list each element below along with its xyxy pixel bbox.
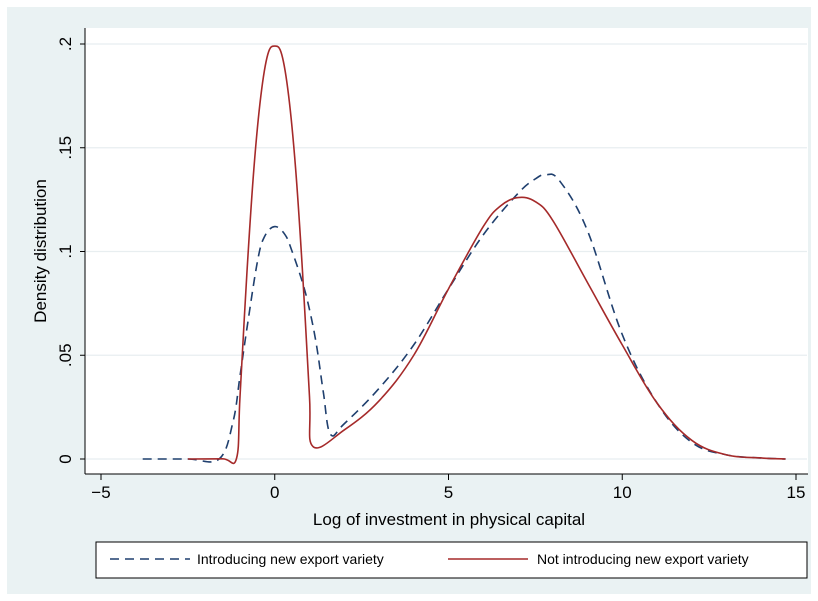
x-tick-label: −5 xyxy=(91,483,110,502)
x-tick-label: 10 xyxy=(613,483,632,502)
axes: 0 .05 .1 .15 .2 −5 0 5 10 15 xyxy=(56,28,808,502)
y-axis-title: Density distribution xyxy=(31,179,50,323)
x-tick-label: 15 xyxy=(787,483,806,502)
y-tick-label: .05 xyxy=(56,343,75,367)
series-line-introducing xyxy=(142,173,786,463)
y-tick-label: 0 xyxy=(56,454,75,463)
legend-label: Not introducing new export variety xyxy=(537,551,749,567)
legend-label: Introducing new export variety xyxy=(197,551,384,567)
legend-box xyxy=(95,541,808,579)
series-group xyxy=(142,45,786,465)
x-tick-label: 0 xyxy=(270,483,279,502)
y-tick-label: .2 xyxy=(56,37,75,51)
legend: Introducing new export variety Not introd… xyxy=(110,551,749,567)
y-tick-label: .1 xyxy=(56,244,75,258)
x-tick-label: 5 xyxy=(444,483,453,502)
series-line-not-introducing xyxy=(187,45,786,465)
y-tick-label: .15 xyxy=(56,136,75,160)
x-axis-title: Log of investment in physical capital xyxy=(313,510,585,529)
